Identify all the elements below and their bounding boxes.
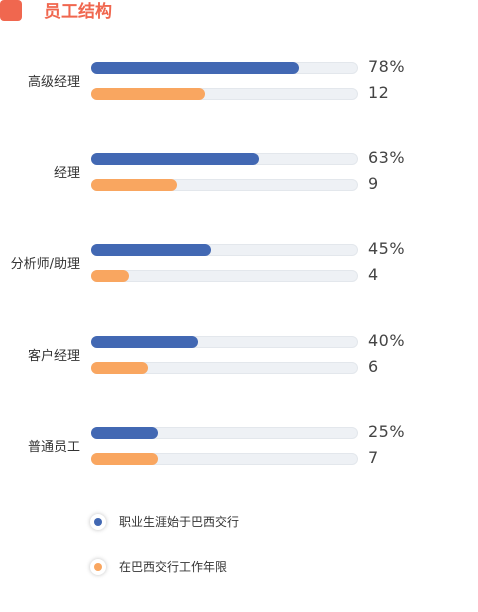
- legend-label-b: 在巴西交行工作年限: [119, 560, 228, 574]
- legend-item-series-a: 职业生涯始于巴西交行: [90, 512, 390, 532]
- category-label: 客户经理: [27, 349, 80, 364]
- category-label: 经理: [53, 166, 80, 181]
- chart-header: 员工结构: [0, 0, 478, 28]
- legend-marker-a: [90, 514, 106, 530]
- legend-marker-b: [90, 559, 106, 575]
- bar-fill: [91, 427, 158, 439]
- data-label: 7: [368, 448, 379, 467]
- bar-fill: [91, 270, 130, 282]
- bar-fill: [91, 62, 300, 74]
- category-label: 高级经理: [27, 75, 80, 90]
- bar-fill: [91, 88, 206, 100]
- bar-fill: [91, 244, 212, 256]
- data-label: 40%: [368, 331, 406, 350]
- data-label: 4: [368, 265, 379, 284]
- bar-fill: [91, 153, 260, 165]
- data-label: 63%: [368, 148, 406, 167]
- bar-fill: [91, 336, 198, 348]
- data-label: 9: [368, 174, 379, 193]
- data-label: 12: [368, 83, 390, 102]
- data-label: 45%: [368, 239, 406, 258]
- data-label: 6: [368, 357, 379, 376]
- category-label: 分析师/助理: [10, 257, 80, 272]
- bar-track: [91, 270, 358, 282]
- header-accent-square: [0, 0, 22, 21]
- legend-item-series-b: 在巴西交行工作年限: [90, 557, 390, 577]
- chart-title: 员工结构: [44, 2, 112, 22]
- legend-label-a: 职业生涯始于巴西交行: [119, 515, 240, 529]
- bar-fill: [91, 453, 158, 465]
- bar-fill: [91, 179, 177, 191]
- category-label: 普通员工: [27, 440, 80, 455]
- data-label: 25%: [368, 422, 406, 441]
- bar-fill: [91, 362, 149, 374]
- data-label: 78%: [368, 57, 406, 76]
